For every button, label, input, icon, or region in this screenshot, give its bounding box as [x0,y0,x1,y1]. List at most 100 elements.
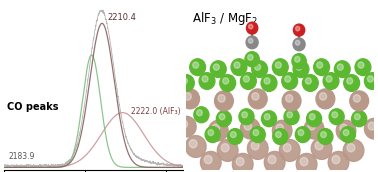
Circle shape [298,130,304,136]
Circle shape [328,151,349,172]
Circle shape [323,73,339,89]
Circle shape [264,151,285,172]
Circle shape [293,38,305,51]
Circle shape [295,40,300,45]
Circle shape [190,59,206,76]
Circle shape [286,95,293,102]
Circle shape [184,93,191,100]
Circle shape [307,111,322,127]
Circle shape [205,127,220,143]
Circle shape [218,95,225,102]
Circle shape [293,61,309,77]
Circle shape [248,138,268,159]
Circle shape [287,112,293,118]
Circle shape [253,130,259,136]
Circle shape [279,139,300,161]
Circle shape [353,95,360,102]
Circle shape [181,78,187,84]
Circle shape [295,127,310,143]
Circle shape [252,93,259,100]
Circle shape [294,56,300,62]
Circle shape [212,124,220,132]
Circle shape [262,111,277,127]
Circle shape [246,22,258,34]
Circle shape [217,111,231,127]
Circle shape [264,114,270,120]
Circle shape [314,59,330,76]
Circle shape [343,130,349,136]
Circle shape [315,142,323,150]
Circle shape [318,129,333,144]
Circle shape [358,62,364,68]
Circle shape [283,144,291,152]
Circle shape [248,38,253,43]
Circle shape [180,120,187,128]
Circle shape [347,78,353,84]
Circle shape [350,91,369,111]
Circle shape [317,62,323,68]
Circle shape [285,76,291,82]
Circle shape [367,76,373,82]
Circle shape [273,129,288,144]
Circle shape [199,73,215,89]
Text: $\mathrm{AlF_3\ /\ MgF_2}$: $\mathrm{AlF_3\ /\ MgF_2}$ [192,10,258,27]
Circle shape [194,107,209,123]
Circle shape [282,91,301,111]
Circle shape [355,114,360,120]
Circle shape [282,73,297,89]
Circle shape [335,61,350,77]
Circle shape [284,109,299,125]
Circle shape [204,155,212,164]
Circle shape [355,59,371,76]
Circle shape [239,109,254,125]
Circle shape [368,122,375,130]
Circle shape [332,155,340,164]
Circle shape [302,75,318,91]
Text: 2183.9: 2183.9 [9,152,35,161]
Circle shape [352,111,367,127]
Circle shape [211,61,226,77]
Circle shape [319,93,327,100]
Circle shape [308,122,315,130]
Circle shape [337,64,343,70]
Circle shape [213,64,219,70]
Circle shape [273,59,288,76]
Circle shape [276,132,281,138]
Circle shape [347,144,355,152]
Circle shape [220,75,235,91]
Circle shape [296,153,317,172]
Circle shape [243,76,249,82]
Circle shape [231,59,247,76]
Circle shape [248,89,267,109]
Circle shape [178,75,194,91]
Circle shape [244,122,251,130]
Circle shape [202,76,208,82]
Text: CO peaks: CO peaks [7,102,59,112]
Circle shape [276,124,284,132]
Circle shape [221,144,229,152]
Circle shape [234,62,240,68]
Circle shape [236,157,244,166]
Circle shape [364,118,378,139]
Circle shape [268,155,276,164]
Circle shape [309,114,315,120]
Circle shape [219,114,225,120]
Circle shape [293,24,305,36]
Circle shape [326,76,332,82]
Circle shape [177,116,196,137]
Circle shape [321,132,326,138]
Circle shape [340,124,347,132]
Circle shape [336,120,356,141]
Circle shape [249,24,253,29]
Circle shape [343,139,364,161]
Circle shape [181,89,200,109]
Circle shape [304,118,324,139]
Circle shape [200,151,221,172]
Circle shape [273,120,292,141]
Circle shape [217,139,238,161]
Circle shape [246,36,258,49]
Circle shape [296,64,302,70]
Circle shape [208,130,214,136]
Circle shape [329,109,344,125]
Circle shape [240,73,256,89]
